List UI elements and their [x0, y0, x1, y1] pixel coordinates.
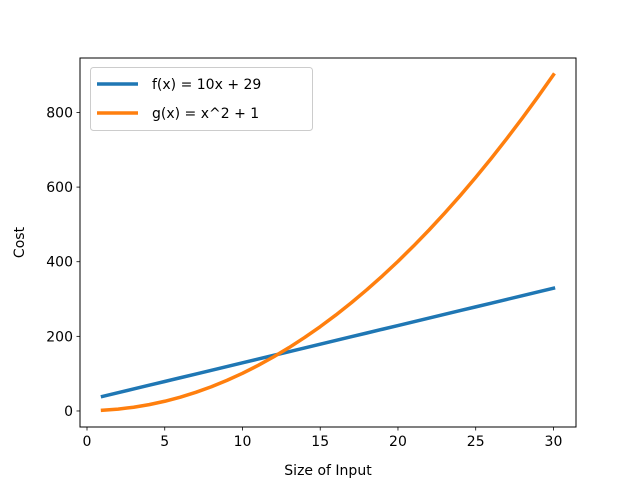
y-tick-label: 800	[46, 105, 73, 121]
y-tick-label: 200	[46, 329, 73, 345]
x-tick-label: 20	[389, 434, 407, 450]
y-tick-label: 400	[46, 255, 73, 271]
x-axis: 0 5 10 15 20 25 30	[83, 427, 563, 450]
legend-label-f: f(x) = 10x + 29	[152, 77, 261, 93]
x-tick-label: 5	[160, 434, 169, 450]
y-axis: 0 200 400 600 800	[46, 105, 80, 420]
legend-box	[90, 67, 313, 131]
series-line-g	[100, 72, 556, 413]
axes-frame	[79, 57, 577, 428]
legend-label-g: g(x) = x^2 + 1	[152, 106, 259, 122]
y-tick-label: 600	[46, 180, 73, 196]
x-axis-label: Size of Input	[284, 463, 372, 479]
y-tick-label: 0	[64, 404, 73, 420]
x-tick-label: 0	[83, 434, 92, 450]
legend: f(x) = 10x + 29 g(x) = x^2 + 1	[90, 67, 313, 131]
x-tick-label: 15	[311, 434, 329, 450]
x-tick-label: 10	[234, 434, 252, 450]
x-tick-label: 30	[545, 434, 563, 450]
plot-area	[100, 72, 556, 413]
y-axis-label: Cost	[12, 226, 28, 258]
x-tick-label: 25	[467, 434, 485, 450]
series-line-f	[100, 286, 556, 399]
